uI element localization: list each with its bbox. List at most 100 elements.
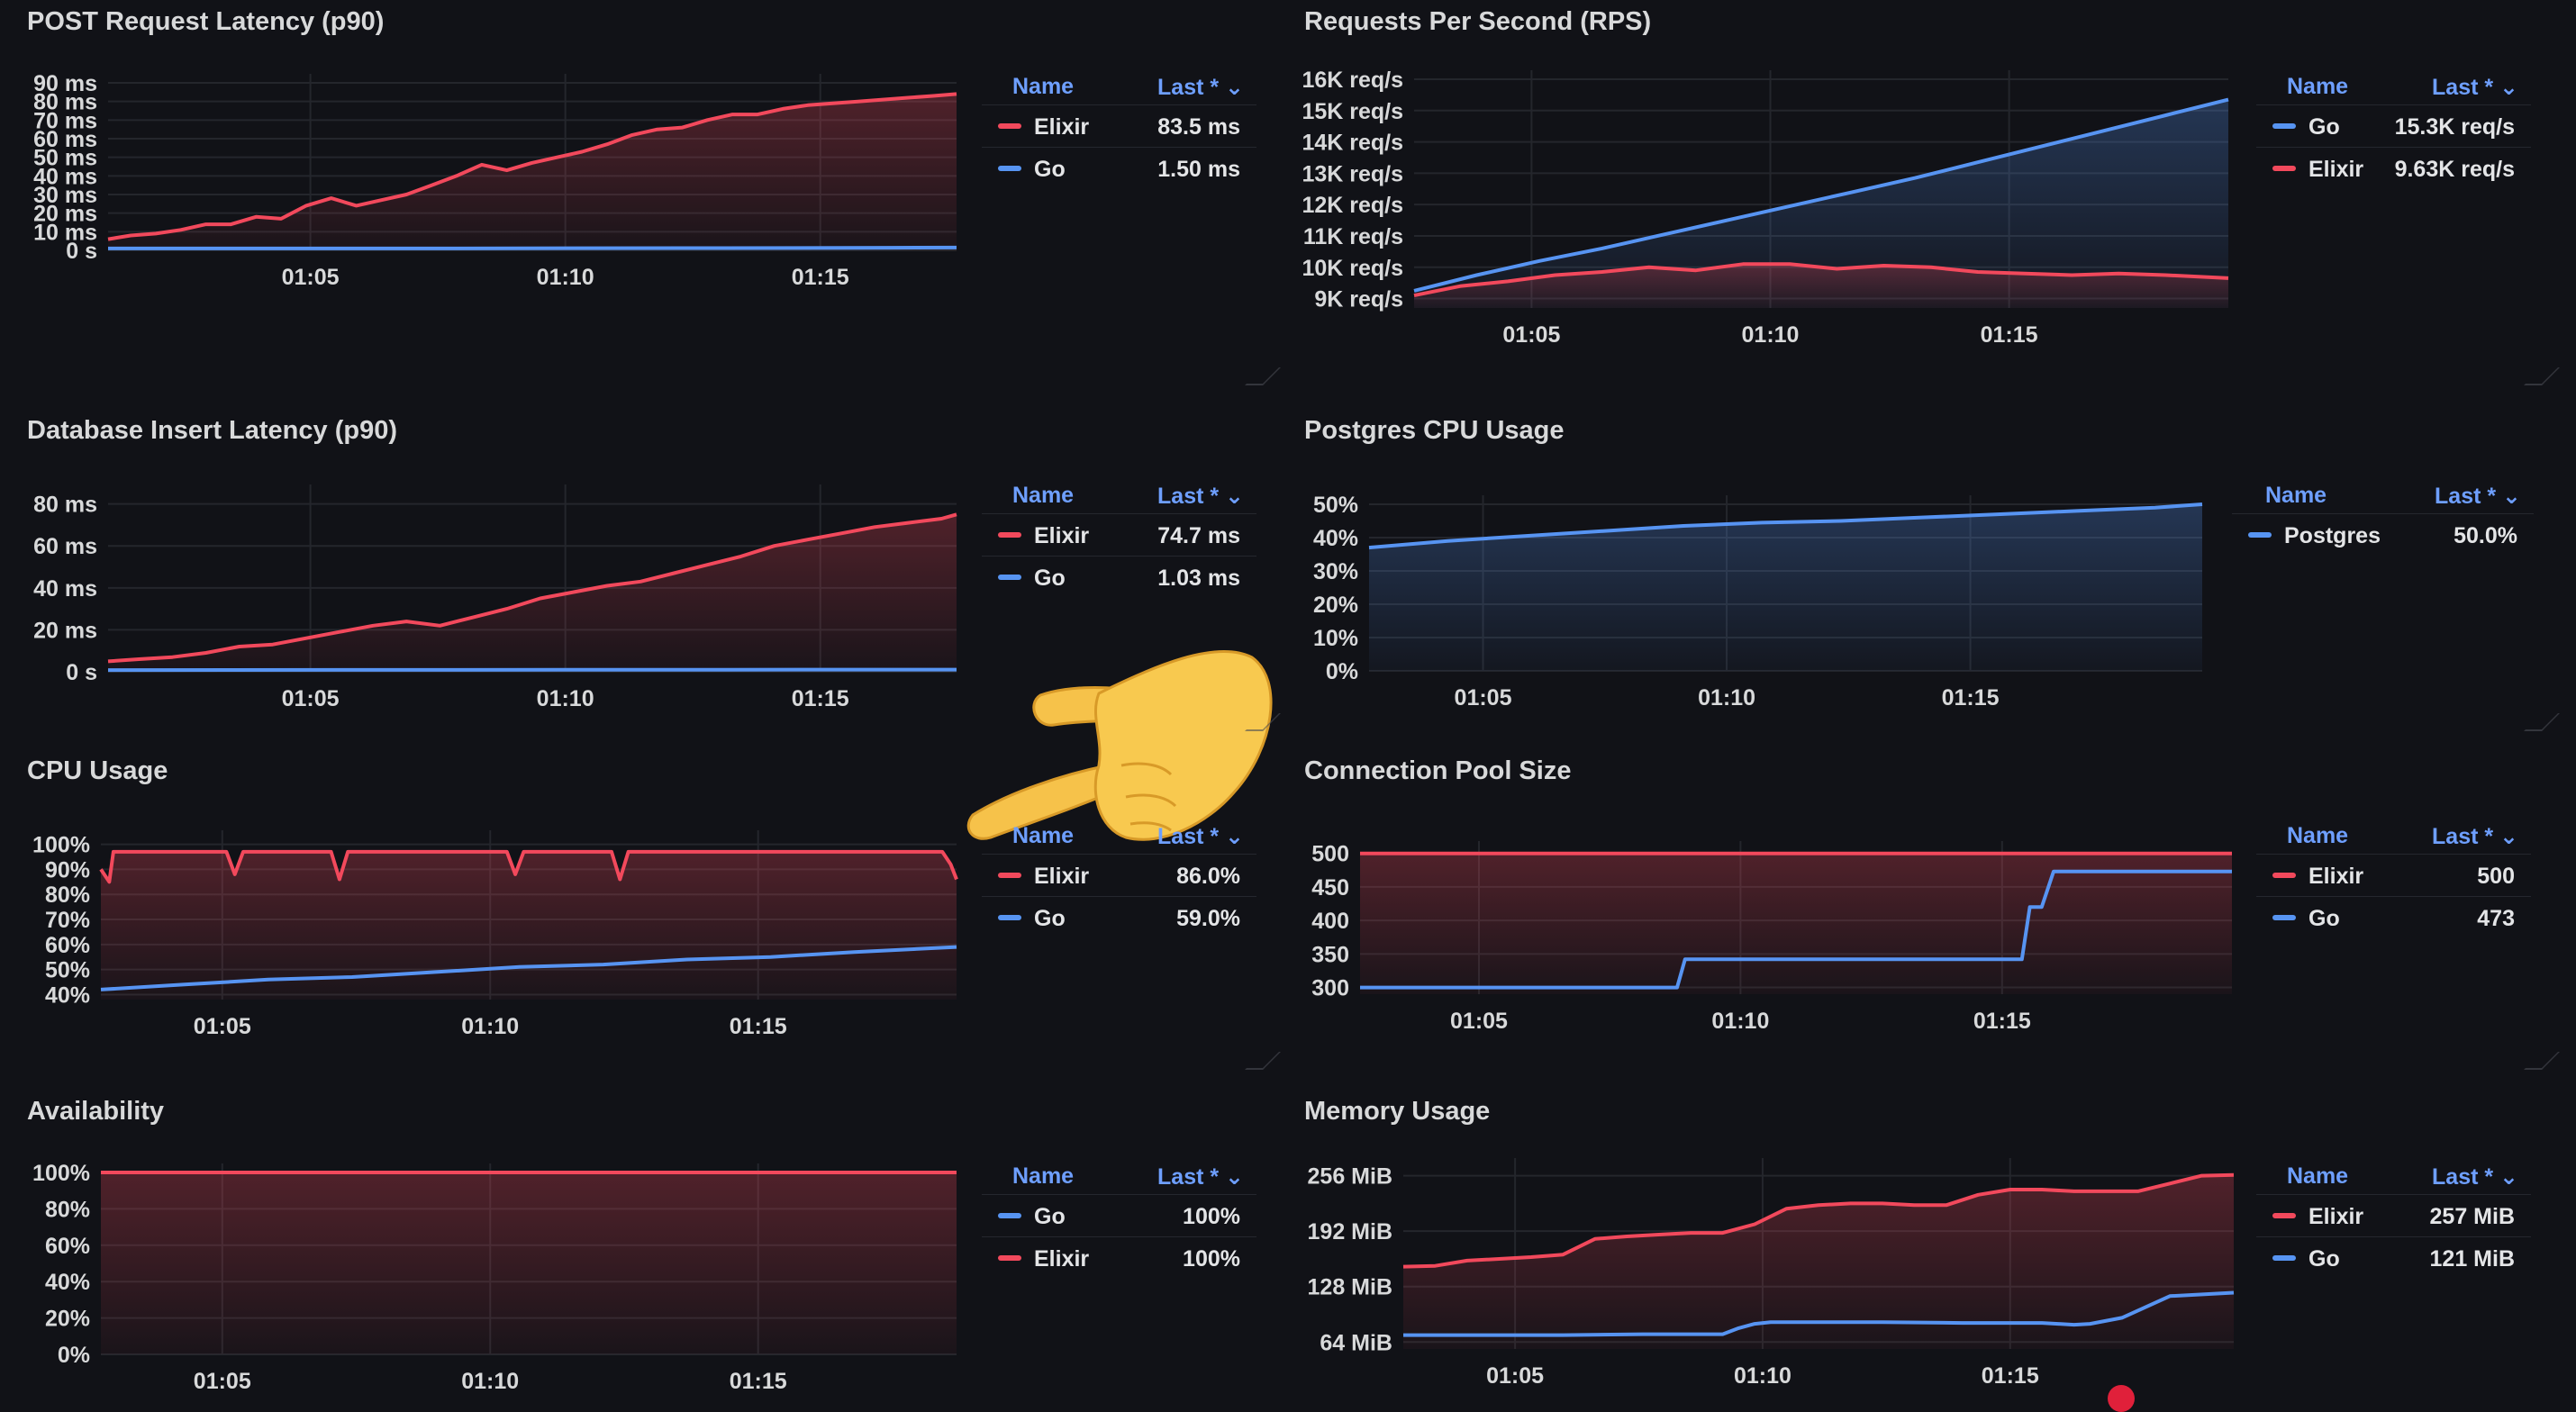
series-color-swatch [998,575,1021,580]
postgres-cpu-xtick-label: 01:05 [1455,685,1512,711]
legend-column-last-sort[interactable]: Last * ⌄ [1157,1164,1244,1190]
legend-column-last-sort[interactable]: Last * ⌄ [2432,75,2518,100]
legend-column-name[interactable]: Name [2287,823,2349,848]
series-color-swatch [998,532,1021,538]
legend-column-last-sort[interactable]: Last * ⌄ [1157,75,1244,100]
cpu-usage-legend: Name Last * ⌄ Elixir 86.0% Go 59.0% [982,814,1256,938]
legend-last-value: 9.63K req/s [2394,157,2515,182]
postgres-cpu-plot: 0% 10% 20% 30% 40% 50% 01:05 01:10 01:15 [1313,493,2203,711]
series-color-swatch [998,915,1021,920]
legend-item-elixir[interactable]: Elixir 9.63K req/s [2256,147,2531,189]
availability-legend: Name Last * ⌄ Go 100% Elixir 100% [982,1154,1256,1279]
rps-ytick-label: 13K req/s [1302,161,1403,186]
series-color-swatch [2272,873,2296,878]
memory-plot: 64 MiB 128 MiB 192 MiB 256 MiB 01:05 01:10 01:… [1308,1158,2235,1389]
legend-item-elixir[interactable]: Elixir 257 MiB [2256,1194,2531,1236]
legend-item-go[interactable]: Go 1.50 ms [982,147,1256,189]
legend-column-name[interactable]: Name [1012,823,1075,848]
legend-last-value: 86.0% [1176,864,1240,889]
legend-series-name: Go [1034,566,1066,591]
legend-last-value: 1.03 ms [1157,566,1240,591]
legend-last-value: 1.50 ms [1157,157,1240,182]
availability-area-elixir [101,1172,957,1354]
legend-item-elixir[interactable]: Elixir 500 [2256,854,2531,896]
post-latency-line-elixir [107,92,957,241]
db-latency-xtick-label: 01:10 [537,686,594,711]
legend-item-go[interactable]: Go 59.0% [982,896,1256,938]
legend-header: Name Last * ⌄ [2232,474,2534,513]
post-latency-ytick-label: 50 ms [33,146,97,171]
legend-column-name[interactable]: Name [1012,1163,1075,1189]
rps-ytick-label: 14K req/s [1302,131,1403,156]
legend-item-elixir[interactable]: Elixir 86.0% [982,854,1256,896]
legend-item-go[interactable]: Go 121 MiB [2256,1236,2531,1279]
legend-item-postgres[interactable]: Postgres 50.0% [2232,513,2534,556]
cpu-usage-ytick-label: 70% [45,908,90,933]
legend-header: Name Last * ⌄ [982,65,1256,104]
cpu-usage-ytick-label: 90% [45,857,90,882]
legend-series-name: Go [1034,906,1066,931]
legend-item-go[interactable]: Go 1.03 ms [982,556,1256,598]
conn-pool-line-go [1360,869,2232,990]
post-latency-ytick-label: 90 ms [33,71,97,96]
legend-column-name[interactable]: Name [2265,483,2327,508]
legend-column-last-sort[interactable]: Last * ⌄ [1157,824,1244,849]
legend-series-name: Elixir [1034,1246,1090,1272]
rps-xtick-label: 01:15 [1981,322,2038,348]
legend-item-go[interactable]: Go 473 [2256,896,2531,938]
legend-column-last-sort[interactable]: Last * ⌄ [2432,1164,2518,1190]
cpu-usage-title: CPU Usage [27,756,168,785]
legend-last-value: 50.0% [2454,523,2517,548]
cpu-usage-ytick-label: 40% [45,982,90,1008]
post-latency-xtick-label: 01:05 [282,265,340,290]
legend-item-go[interactable]: Go 15.3K req/s [2256,104,2531,147]
legend-header: Name Last * ⌄ [982,1154,1256,1194]
legend-series-name: Go [2308,114,2340,140]
conn-pool-plot: 300 350 400 450 500 01:05 01:10 01:15 [1311,841,2232,1034]
legend-item-elixir[interactable]: Elixir 74.7 ms [982,513,1256,556]
postgres-cpu-ytick-label: 10% [1313,626,1358,651]
legend-item-go[interactable]: Go 100% [982,1194,1256,1236]
legend-series-name: Elixir [1034,864,1090,889]
legend-item-elixir[interactable]: Elixir 100% [982,1236,1256,1279]
series-color-swatch [998,123,1021,129]
rps-ytick-label: 10K req/s [1302,256,1403,281]
cpu-usage-line-go [100,945,957,991]
rps-ytick-label: 11K req/s [1303,224,1403,249]
db-latency-line-go [107,667,957,673]
legend-item-elixir[interactable]: Elixir 83.5 ms [982,104,1256,147]
conn-pool-title: Connection Pool Size [1304,756,1572,785]
legend-header: Name Last * ⌄ [2256,814,2531,854]
legend-column-name[interactable]: Name [2287,74,2349,99]
memory-xtick-label: 01:05 [1486,1363,1544,1389]
series-color-swatch [2272,1213,2296,1218]
legend-column-last-sort[interactable]: Last * ⌄ [2435,484,2521,509]
conn-pool-ytick-label: 450 [1311,875,1349,901]
legend-header: Name Last * ⌄ [982,474,1256,513]
conn-pool-xtick-label: 01:05 [1450,1009,1508,1034]
legend-last-value: 500 [2477,864,2515,889]
legend-last-value: 121 MiB [2429,1246,2515,1272]
post-latency-ytick-label: 10 ms [33,220,97,245]
postgres-cpu-ytick-label: 0% [1326,659,1358,684]
cpu-usage-xtick-label: 01:10 [461,1014,519,1039]
postgres-cpu-area-postgres [1369,504,2202,671]
postgres-cpu-ytick-label: 50% [1313,493,1358,518]
legend-column-name[interactable]: Name [1012,74,1075,99]
legend-column-last-sort[interactable]: Last * ⌄ [2432,824,2518,849]
pointing-hand-icon [966,650,1273,841]
recording-indicator-icon [2108,1385,2135,1412]
legend-column-name[interactable]: Name [2287,1163,2349,1189]
legend-last-value: 100% [1183,1204,1240,1229]
legend-last-value: 15.3K req/s [2394,114,2515,140]
rps-ytick-label: 9K req/s [1314,287,1403,312]
db-latency-plot: 0 s 20 ms 40 ms 60 ms 80 ms 01:05 01:10 01:15 [33,484,957,711]
rps-plot: 9K req/s 10K req/s 11K req/s 12K req/s 13K r… [1302,68,2229,348]
db-latency-title: Database Insert Latency (p90) [27,416,397,445]
legend-column-name[interactable]: Name [1012,483,1075,508]
postgres-cpu-xtick-label: 01:10 [1698,685,1755,711]
legend-header: Name Last * ⌄ [2256,65,2531,104]
postgres-cpu-title: Postgres CPU Usage [1304,416,1565,445]
legend-column-last-sort[interactable]: Last * ⌄ [1157,484,1244,509]
conn-pool-ytick-label: 300 [1311,976,1349,1001]
